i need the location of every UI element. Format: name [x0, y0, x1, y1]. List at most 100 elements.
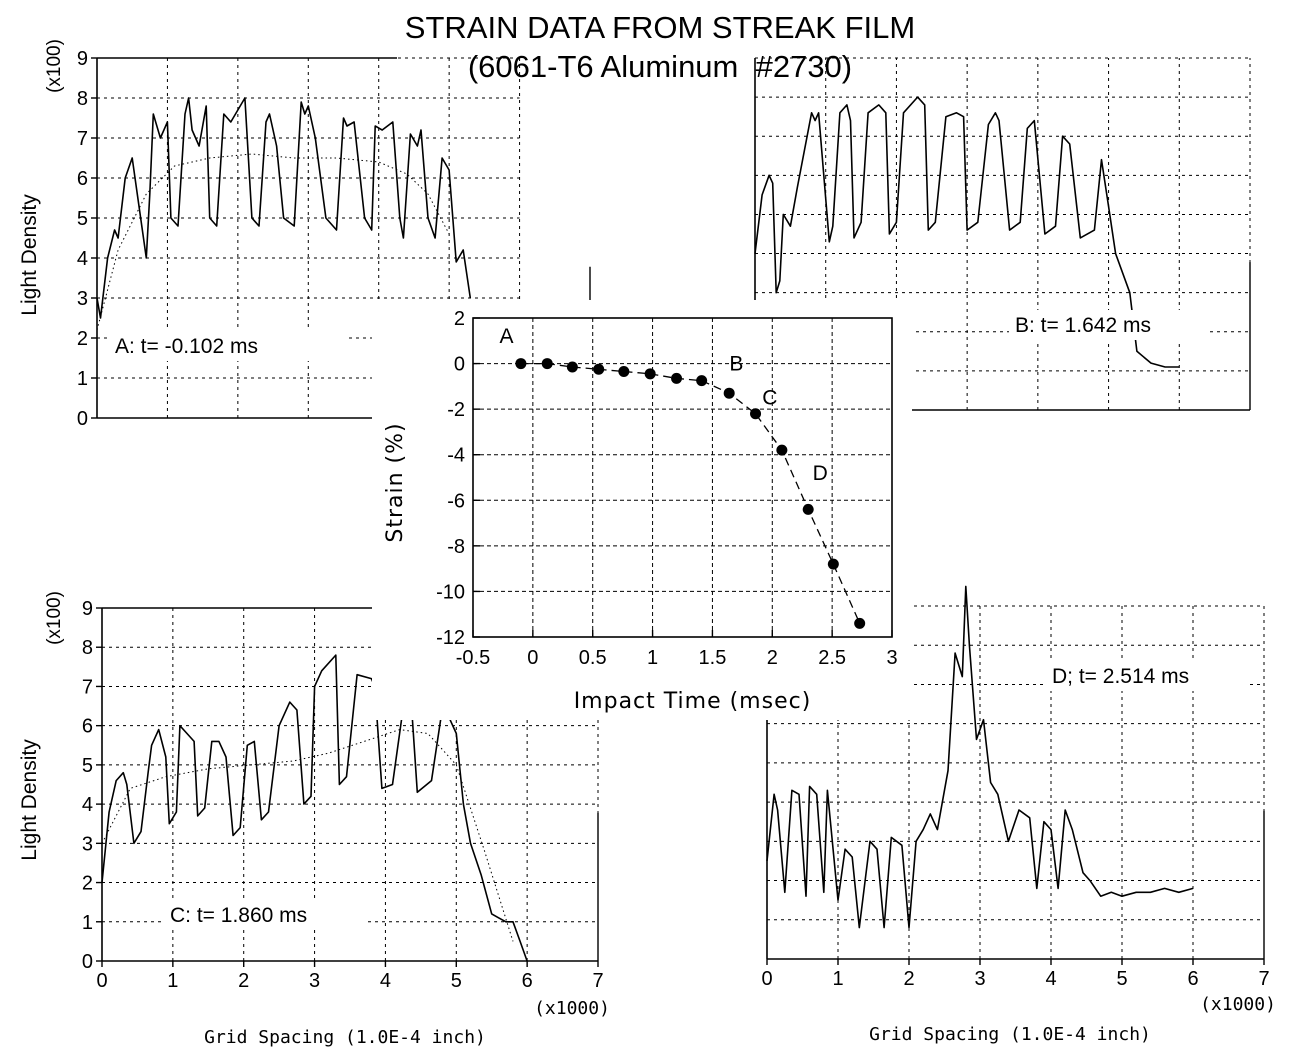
y-tick-label: 8 — [77, 88, 88, 110]
y-tick-label: 2 — [77, 328, 88, 350]
panel-label: D; t= 2.514 ms — [1052, 665, 1189, 688]
strain-data-point — [566, 361, 578, 373]
strain-y-tick-label: -6 — [447, 490, 465, 512]
y-tick-label: 0 — [77, 408, 88, 430]
x-tick-label: 4 — [1045, 968, 1056, 990]
panel-label: A: t= -0.102 ms — [115, 335, 258, 358]
x-tick-label: 2 — [903, 968, 914, 990]
panel-label: C: t= 1.860 ms — [170, 904, 307, 927]
x-tick-label: 6 — [522, 970, 533, 992]
strain-annotation-b: B — [729, 352, 743, 375]
x-tick-label: 0 — [96, 970, 107, 992]
xlabel-right: Grid Spacing (1.0E-4 inch) — [869, 1024, 1151, 1045]
y-tick-label: 8 — [82, 637, 93, 659]
strain-data-point — [776, 444, 788, 456]
panel-label: B: t= 1.642 ms — [1015, 314, 1151, 337]
xscale-note-right: (x1000) — [1200, 994, 1276, 1015]
figure-title-line2: (6061-T6 Aluminum #2730) — [468, 49, 852, 84]
density-trace — [754, 96, 1180, 368]
strain-data-point — [696, 375, 708, 387]
y-tick-label: 3 — [82, 833, 93, 855]
strain-data-point — [854, 617, 866, 629]
strain-data-point — [515, 358, 527, 370]
panel-label-bg — [1046, 661, 1246, 691]
y-tick-label: 6 — [82, 716, 93, 738]
strain-x-tick-label: 2.5 — [818, 647, 846, 669]
y-tick-label: 9 — [82, 598, 93, 620]
strain-data-point — [827, 558, 839, 570]
y-tick-label: 0 — [82, 951, 93, 973]
strain-plot-frame — [472, 317, 893, 638]
strain-data-point — [618, 366, 630, 378]
strain-annotation-d: D — [813, 462, 828, 485]
strain-chart: 2 0 -2 -4 -6 -8 -10 -12-0.5 0 0.5 1 1.5 2 2.5 3 Impact … — [372, 300, 912, 720]
xscale-note-left: (x1000) — [534, 998, 610, 1019]
figure-title-line1: STRAIN DATA FROM STREAK FILM — [405, 10, 915, 45]
panel-label-bg — [109, 331, 349, 361]
strain-y-tick-label: -2 — [447, 399, 465, 421]
y-tick-label: 1 — [82, 912, 93, 934]
x-tick-label: 7 — [592, 970, 603, 992]
density-panel-d: 0 1 2 3 4 5 6 7 D; t= 2.514 ms — [761, 585, 1270, 990]
x-tick-label: 5 — [451, 970, 462, 992]
strain-xlabel: Impact Time (msec) — [574, 689, 812, 714]
y-tick-label: 5 — [77, 208, 88, 230]
x-tick-label: 3 — [309, 970, 320, 992]
x-tick-label: 1 — [167, 970, 178, 992]
strain-x-tick-label: 1 — [647, 647, 658, 669]
strain-y-tick-label: -8 — [447, 536, 465, 558]
y-tick-label: 6 — [77, 168, 88, 190]
density-trace — [101, 654, 528, 962]
x-tick-label: 2 — [238, 970, 249, 992]
strain-data-point — [802, 503, 814, 515]
density-panel-c: 0 1 2 3 4 5 6 7 8 9 0 1 2 3 4 5 6 7 C: t= 1.860 ms — [82, 598, 604, 992]
strain-data-point — [593, 363, 605, 375]
x-tick-label: 1 — [832, 968, 843, 990]
strain-y-tick-label: -4 — [447, 445, 465, 467]
strain-y-tick-label: -10 — [436, 581, 465, 603]
strain-annotation-c: C — [762, 387, 777, 410]
density-trace — [766, 585, 1194, 929]
x-tick-label: 0 — [761, 968, 772, 990]
y-tick-label: 2 — [82, 873, 93, 895]
strain-x-tick-label: 2 — [767, 647, 778, 669]
strain-data-point — [541, 358, 553, 370]
density-panel-b: B: t= 1.642 ms — [754, 57, 1251, 411]
y-tick-label: 7 — [82, 676, 93, 698]
y-tick-label: 4 — [82, 794, 93, 816]
ylabel-bottom: Light Density — [18, 739, 41, 861]
strain-data-point — [671, 372, 683, 384]
x-tick-label: 4 — [380, 970, 391, 992]
strain-data-point — [723, 387, 735, 399]
strain-x-tick-label: -0.5 — [456, 647, 490, 669]
x-tick-label: 7 — [1258, 968, 1269, 990]
density-trace — [96, 97, 472, 319]
strain-data-point — [750, 408, 762, 420]
strain-y-tick-label: -12 — [436, 627, 465, 649]
y-tick-label: 7 — [77, 128, 88, 150]
y-tick-label: 9 — [77, 48, 88, 70]
yscale-note-top: (x100) — [44, 39, 65, 93]
strain-data-point — [644, 368, 656, 380]
y-tick-label: 3 — [77, 288, 88, 310]
strain-x-tick-label: 1.5 — [699, 647, 727, 669]
yscale-note-bottom: (x100) — [44, 591, 65, 645]
x-tick-label: 5 — [1116, 968, 1127, 990]
strain-x-tick-label: 0.5 — [579, 647, 607, 669]
strain-x-tick-label: 0 — [527, 647, 538, 669]
x-tick-label: 6 — [1187, 968, 1198, 990]
y-tick-label: 1 — [77, 368, 88, 390]
strain-annotation-a: A — [500, 325, 514, 348]
panel-label-bg — [1009, 310, 1209, 340]
strain-ylabel: Strain (%) — [383, 422, 408, 542]
y-tick-label: 5 — [82, 755, 93, 777]
panel-label-bg — [164, 900, 364, 930]
density-smooth-trace — [101, 729, 514, 942]
x-tick-label: 3 — [974, 968, 985, 990]
density-smooth-trace — [96, 153, 450, 331]
ylabel-top: Light Density — [18, 194, 41, 316]
strain-chart-bg — [372, 300, 912, 720]
strain-y-tick-label: 2 — [454, 308, 465, 330]
strain-x-tick-label: 3 — [886, 647, 897, 669]
